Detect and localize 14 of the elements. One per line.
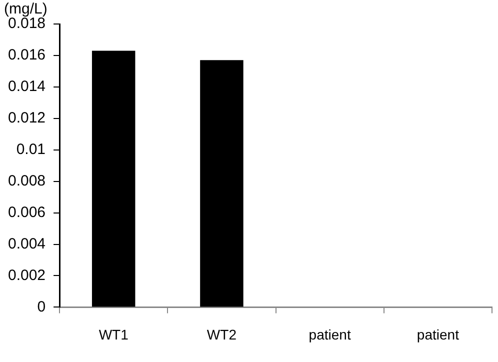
x-tick-label: patient	[308, 326, 351, 342]
y-tick-label: 0.006	[8, 204, 46, 221]
x-tick-label: WT1	[98, 326, 129, 342]
y-tick-label: 0.004	[8, 235, 46, 252]
y-tick-label: 0.01	[16, 141, 46, 158]
y-tick-label: 0.014	[8, 78, 46, 96]
y-tick-label: 0	[37, 298, 46, 316]
y-tick-label: 0.012	[8, 110, 46, 127]
y-axis-title: (mg/L)	[4, 0, 48, 18]
y-tick-label: 0.002	[8, 266, 46, 284]
x-tick-label: WT2	[206, 326, 237, 342]
x-tick-label: patient	[416, 326, 460, 342]
y-tick-label: 0.016	[8, 46, 46, 64]
y-tick-label: 0.008	[8, 172, 46, 190]
